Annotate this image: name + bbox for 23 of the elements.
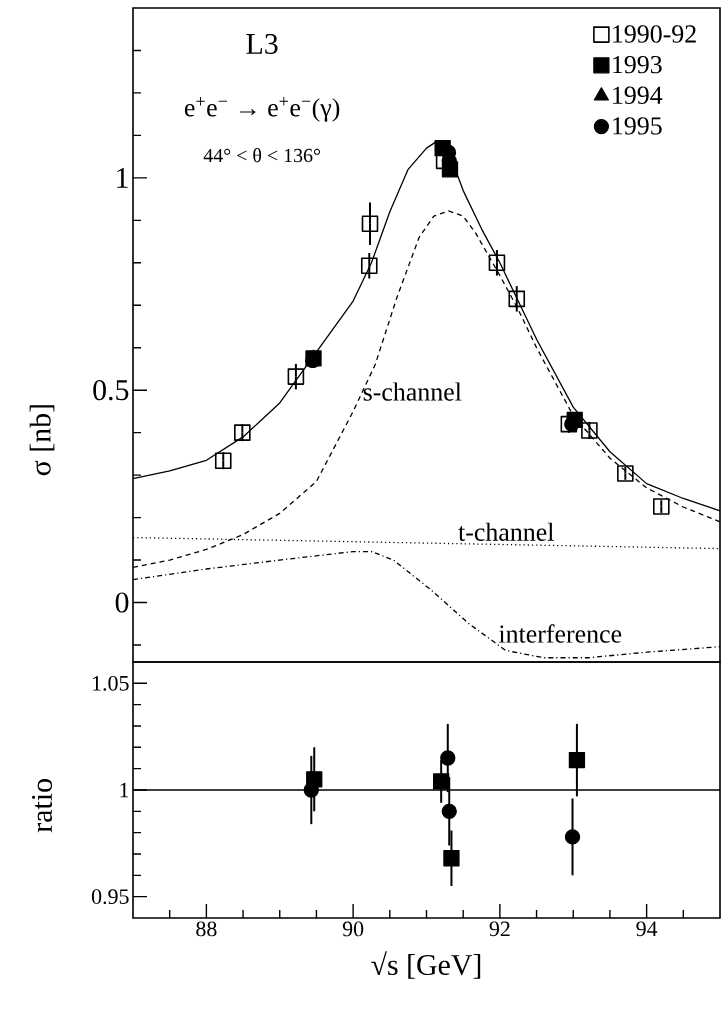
annotation: s-channel <box>363 382 462 401</box>
x-tick-label: 94 <box>636 921 658 937</box>
annotation: interference <box>498 624 622 643</box>
annotation: t-channel <box>458 522 554 541</box>
annotation: 44° < θ < 136° <box>203 148 321 163</box>
y-tick-label: 1 <box>120 782 129 798</box>
y-tick-label: 1 <box>117 167 128 188</box>
legend-label: 1994 <box>613 86 663 104</box>
x-tick-label: 88 <box>196 921 217 937</box>
x-tick-label: 90 <box>342 921 364 937</box>
y-tick-label: 1.05 <box>93 675 129 691</box>
y-axis-title: σ [nb] <box>29 405 55 476</box>
y-tick-label: 0 <box>115 592 129 613</box>
annotation: L3 <box>246 33 278 54</box>
legend-label: 1995 <box>613 117 662 135</box>
x-tick-label: 92 <box>489 921 510 937</box>
legend-label: 1993 <box>613 55 662 74</box>
x-axis-title: √s [GeV] <box>371 951 481 979</box>
y-tick-label: 0.5 <box>93 380 129 401</box>
y-tick-label: 0.95 <box>91 889 129 905</box>
text: e$^{+}$e$^{−}$ → e$^{+}$e$^{−}$(γ) <box>184 96 340 122</box>
legend-label: 1990-92 <box>613 25 696 43</box>
y-axis-title: ratio <box>31 779 53 833</box>
